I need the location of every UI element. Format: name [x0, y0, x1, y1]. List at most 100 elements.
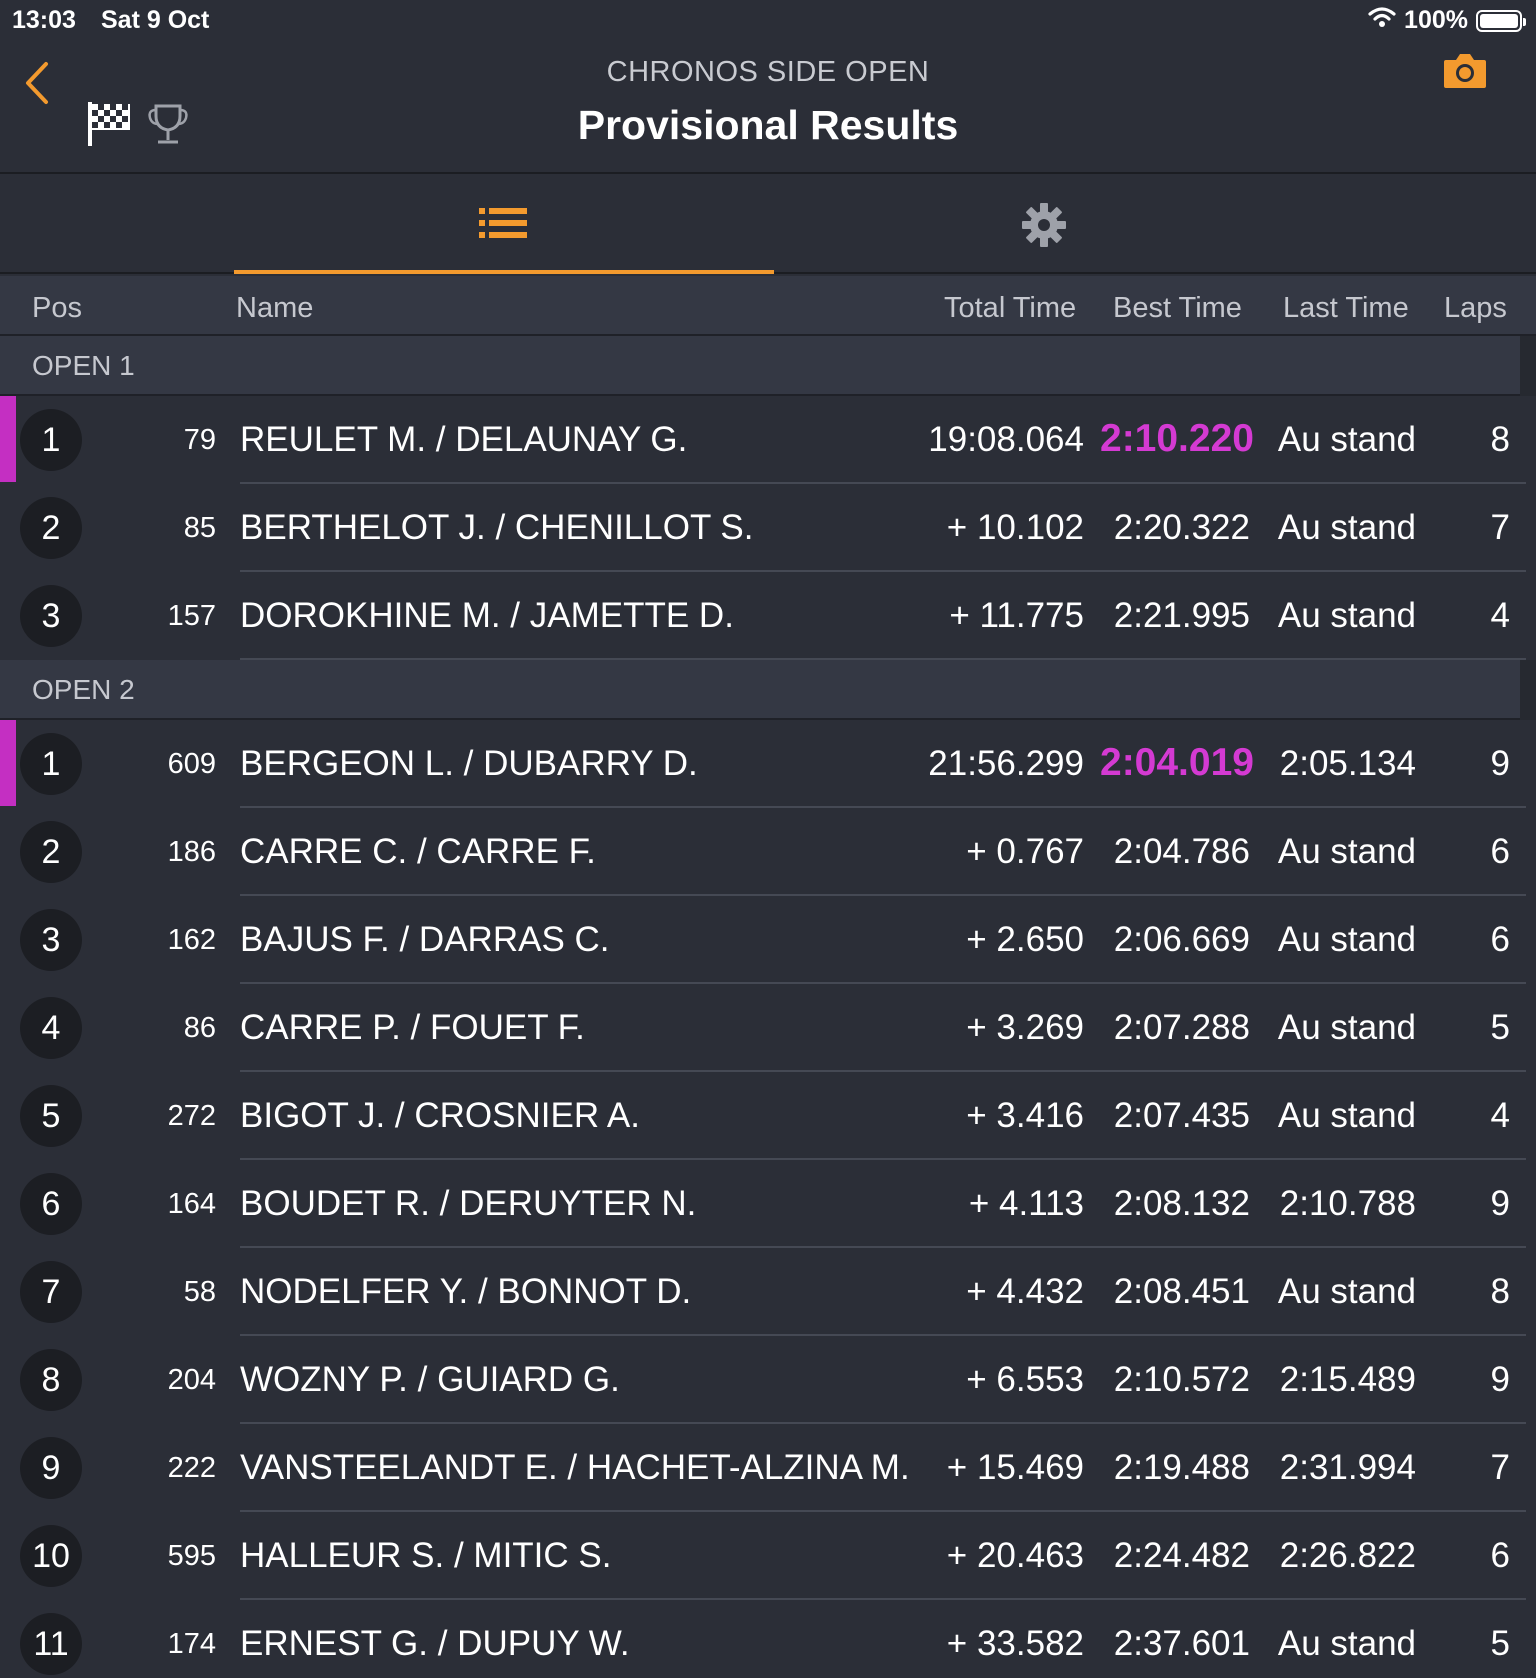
group-header: OPEN 2	[0, 660, 1536, 720]
result-row[interactable]: 6 164 BOUDET R. / DERUYTER N. + 4.113 2:08.1…	[0, 1160, 1536, 1248]
race-number: 164	[167, 1188, 216, 1220]
last-time: Au stand	[1277, 1008, 1416, 1047]
result-row[interactable]: 3 162 BAJUS F. / DARRAS C. + 2.650 2:06.669 A…	[0, 896, 1536, 984]
position-badge: 3	[20, 909, 82, 971]
tab-bar	[0, 176, 1536, 274]
last-time: Au stand	[1277, 832, 1416, 871]
last-time: Au stand	[1277, 596, 1416, 635]
total-time: + 20.463	[946, 1536, 1084, 1575]
row-divider	[240, 482, 1526, 484]
last-time: 2:15.489	[1279, 1360, 1416, 1399]
col-name[interactable]: Name	[236, 292, 314, 324]
page-title: Provisional Results	[577, 102, 959, 148]
laps-count: 6	[1490, 920, 1510, 959]
trophy-icon[interactable]	[146, 102, 190, 151]
race-number: 58	[183, 1276, 216, 1308]
position-badge: 10	[20, 1525, 82, 1587]
race-number: 595	[167, 1540, 216, 1572]
results-list: OPEN 1 1 79 REULET M. / DELAUNAY G. 19:08.06…	[0, 336, 1536, 1678]
row-divider	[240, 658, 1526, 660]
result-row[interactable]: 2 85 BERTHELOT J. / CHENILLOT S. + 10.102 2:…	[0, 484, 1536, 572]
col-best-time[interactable]: Best Time	[1113, 292, 1242, 324]
scrollbar-track	[1520, 660, 1536, 720]
best-time: 2:19.488	[1113, 1448, 1250, 1487]
result-row[interactable]: 1 79 REULET M. / DELAUNAY G. 19:08.064 2:10.…	[0, 396, 1536, 484]
last-time: 2:10.788	[1279, 1184, 1416, 1223]
back-button[interactable]	[18, 58, 58, 108]
race-number: 174	[167, 1628, 216, 1660]
result-row[interactable]: 9 222 VANSTEELANDT E. / HACHET-ALZINA M. + …	[0, 1424, 1536, 1512]
team-name: HALLEUR S. / MITIC S.	[240, 1536, 612, 1575]
last-time: Au stand	[1277, 1096, 1416, 1135]
position-badge: 5	[20, 1085, 82, 1147]
laps-count: 6	[1490, 1536, 1510, 1575]
col-pos[interactable]: Pos	[32, 292, 82, 324]
laps-count: 6	[1490, 832, 1510, 871]
col-last-time[interactable]: Last Time	[1283, 292, 1409, 324]
status-right: 100%	[1368, 6, 1526, 35]
row-divider	[240, 1510, 1526, 1512]
best-time: 2:37.601	[1113, 1624, 1250, 1663]
result-row[interactable]: 10 595 HALLEUR S. / MITIC S. + 20.463 2:24.4…	[0, 1512, 1536, 1600]
last-time: 2:31.994	[1279, 1448, 1416, 1487]
position-badge: 6	[20, 1173, 82, 1235]
total-time: + 10.102	[946, 508, 1084, 547]
last-time: 2:05.134	[1279, 744, 1416, 783]
best-time: 2:10.572	[1113, 1360, 1250, 1399]
result-row[interactable]: 7 58 NODELFER Y. / BONNOT D. + 4.432 2:08.45…	[0, 1248, 1536, 1336]
result-row[interactable]: 5 272 BIGOT J. / CROSNIER A. + 3.416 2:07.43…	[0, 1072, 1536, 1160]
last-time: 2:26.822	[1279, 1536, 1416, 1575]
race-number: 272	[167, 1100, 216, 1132]
result-row[interactable]: 11 174 ERNEST G. / DUPUY W. + 33.582 2:37.60…	[0, 1600, 1536, 1678]
total-time: 21:56.299	[928, 744, 1084, 783]
row-divider	[240, 1246, 1526, 1248]
laps-count: 9	[1490, 1360, 1510, 1399]
position-badge: 1	[20, 733, 82, 795]
last-time: Au stand	[1277, 1624, 1416, 1663]
race-number: 204	[167, 1364, 216, 1396]
team-name: ERNEST G. / DUPUY W.	[240, 1624, 630, 1663]
position-badge: 7	[20, 1261, 82, 1323]
race-number: 609	[167, 748, 216, 780]
row-divider	[240, 570, 1526, 572]
result-row[interactable]: 3 157 DOROKHINE M. / JAMETTE D. + 11.775 2:2…	[0, 572, 1536, 660]
group-label: OPEN 1	[32, 350, 135, 381]
result-row[interactable]: 4 86 CARRE P. / FOUET F. + 3.269 2:07.288 Au …	[0, 984, 1536, 1072]
col-total-time[interactable]: Total Time	[944, 292, 1077, 324]
best-time: 2:04.019	[1100, 741, 1254, 784]
best-time: 2:20.322	[1113, 508, 1250, 547]
tab-results-list[interactable]	[234, 176, 774, 274]
laps-count: 9	[1490, 744, 1510, 783]
result-row[interactable]: 2 186 CARRE C. / CARRE F. + 0.767 2:04.786 Au…	[0, 808, 1536, 896]
row-divider	[240, 1158, 1526, 1160]
column-header: Pos Name Total Time Best Time Last Time …	[0, 276, 1536, 336]
team-name: BIGOT J. / CROSNIER A.	[240, 1096, 640, 1135]
total-time: + 4.432	[966, 1272, 1084, 1311]
best-time: 2:10.220	[1100, 417, 1254, 460]
team-name: VANSTEELANDT E. / HACHET-ALZINA M.	[240, 1448, 910, 1487]
laps-count: 8	[1490, 420, 1510, 459]
laps-count: 9	[1490, 1184, 1510, 1223]
laps-count: 7	[1490, 1448, 1510, 1487]
team-name: BERTHELOT J. / CHENILLOT S.	[240, 508, 754, 547]
gear-icon	[1022, 203, 1066, 247]
team-name: WOZNY P. / GUIARD G.	[240, 1360, 620, 1399]
total-time: + 11.775	[949, 596, 1084, 635]
total-time: + 0.767	[966, 832, 1084, 871]
total-time: + 3.416	[966, 1096, 1084, 1135]
col-laps[interactable]: Laps	[1444, 292, 1507, 324]
nav-header: CHRONOS SIDE OPEN Provisional Results	[0, 40, 1536, 174]
tab-settings[interactable]	[774, 176, 1314, 274]
result-row[interactable]: 1 609 BERGEON L. / DUBARRY D. 21:56.299 2:04…	[0, 720, 1536, 808]
team-name: BERGEON L. / DUBARRY D.	[240, 744, 698, 783]
race-number: 162	[167, 924, 216, 956]
total-time: + 6.553	[966, 1360, 1084, 1399]
result-row[interactable]: 8 204 WOZNY P. / GUIARD G. + 6.553 2:10.572 2…	[0, 1336, 1536, 1424]
row-divider	[240, 1070, 1526, 1072]
chevron-left-icon	[26, 62, 48, 104]
row-divider	[240, 1334, 1526, 1336]
event-name: CHRONOS SIDE OPEN	[606, 56, 930, 88]
checkered-flag-icon[interactable]	[86, 100, 132, 153]
camera-icon[interactable]	[1442, 50, 1488, 95]
total-time: + 15.469	[946, 1448, 1084, 1487]
